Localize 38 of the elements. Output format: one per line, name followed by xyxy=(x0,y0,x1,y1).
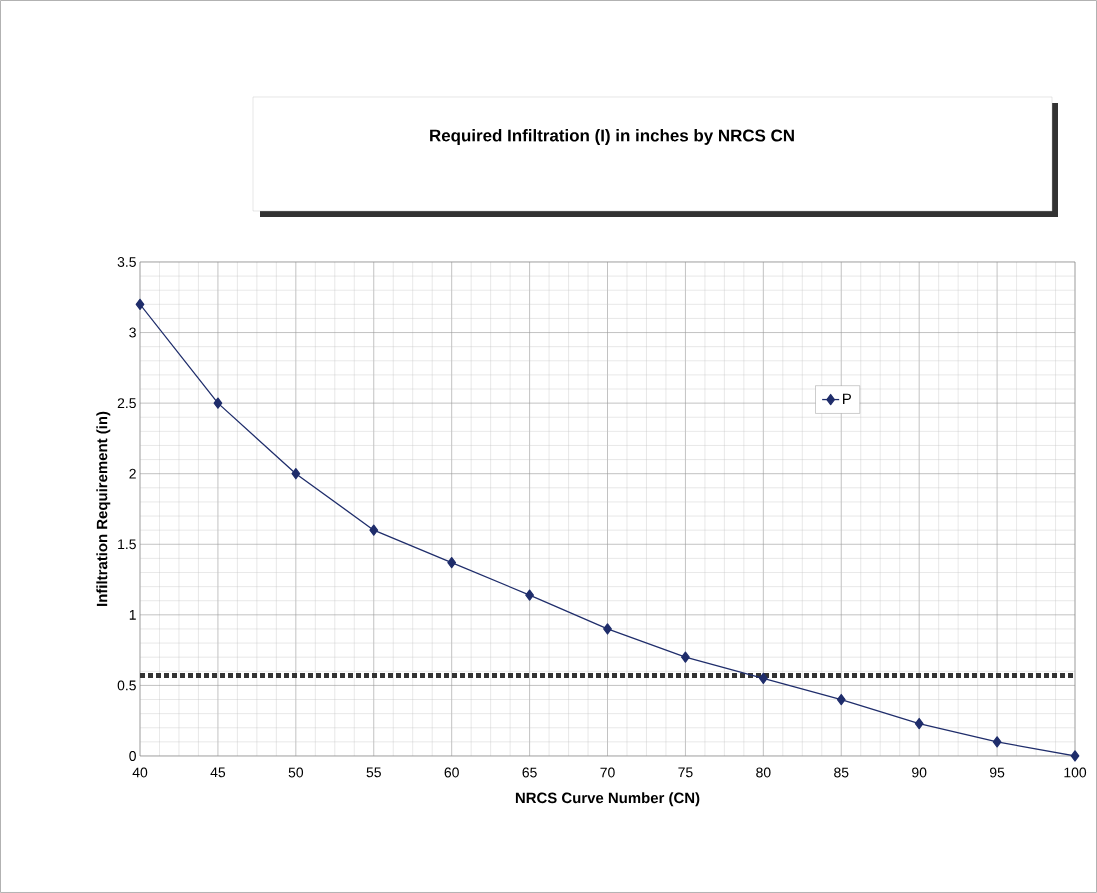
x-tick-label: 50 xyxy=(288,767,304,778)
y-tick-label: 0 xyxy=(129,751,136,761)
chart-title: Required Infiltration (I) in inches by NRCS CN xyxy=(430,129,794,145)
point xyxy=(836,693,846,706)
x-tick-label: 40 xyxy=(132,767,148,778)
x-tick-label: 70 xyxy=(600,767,615,778)
point xyxy=(369,524,379,536)
x-tick-label: 60 xyxy=(444,767,459,778)
x-tick-label: 75 xyxy=(678,767,693,778)
x-tick-label: 65 xyxy=(522,767,537,778)
y-tick-label: 2.5 xyxy=(117,398,136,409)
point xyxy=(291,468,301,480)
point xyxy=(525,589,534,601)
x-tick-label: 80 xyxy=(756,767,771,778)
x-tick-label: 45 xyxy=(210,767,226,778)
point xyxy=(681,651,690,663)
x-tick-label: 55 xyxy=(366,767,381,778)
point xyxy=(447,556,457,569)
point xyxy=(135,298,145,310)
y-tick-label: 1.5 xyxy=(118,539,136,550)
x-tick-label: 90 xyxy=(912,767,927,778)
x-axis-title: NRCS Curve Number (CN) xyxy=(515,792,700,807)
point xyxy=(603,623,612,635)
y-tick-label: 3 xyxy=(129,327,136,338)
point xyxy=(1070,750,1080,762)
y-tick-label: 1 xyxy=(129,610,136,620)
y-axis-title: Infiltration Requirement (in) xyxy=(96,411,111,606)
x-tick-label: 85 xyxy=(834,767,849,778)
point xyxy=(992,736,1002,748)
x-tick-label: 95 xyxy=(990,767,1005,778)
point xyxy=(914,717,924,730)
legend-label: P xyxy=(843,393,851,404)
point xyxy=(213,397,223,409)
point xyxy=(758,672,768,685)
y-tick-label: 3.5 xyxy=(117,257,136,267)
y-tick-label: 0.5 xyxy=(117,680,136,691)
x-tick-label: 100 xyxy=(1064,767,1087,778)
y-tick-label: 2 xyxy=(129,468,136,479)
